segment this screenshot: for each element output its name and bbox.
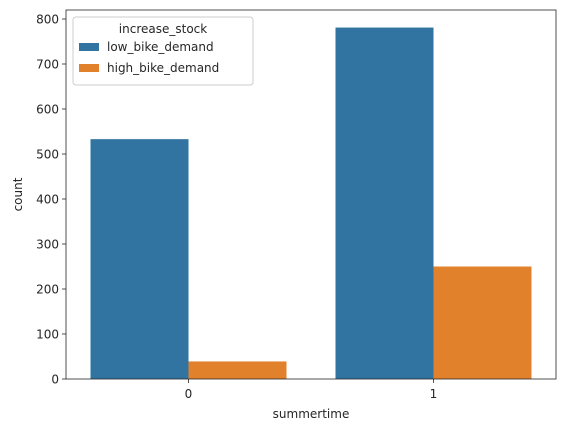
y-tick-label: 300 — [36, 238, 59, 252]
bar-high_bike_demand-1 — [433, 266, 532, 379]
y-tick-label: 800 — [36, 13, 59, 27]
legend-swatch-low_bike_demand — [79, 43, 99, 51]
y-tick-label: 500 — [36, 148, 59, 162]
legend-label-high_bike_demand: high_bike_demand — [107, 61, 219, 75]
legend-box — [72, 16, 254, 86]
legend-title: increase_stock — [119, 22, 207, 36]
plot-frame — [65, 9, 557, 380]
y-tick-label: 200 — [36, 283, 59, 297]
legend: increase_stock low_bike_demand high_bike_… — [72, 16, 254, 86]
bar-low_bike_demand-0 — [90, 139, 189, 379]
y-axis: 0 100 200 300 400 500 600 700 800 — [36, 13, 66, 387]
legend-swatch-high_bike_demand — [79, 64, 99, 72]
y-tick-label: 0 — [51, 373, 59, 387]
bars-layer — [90, 27, 532, 380]
legend-items: low_bike_demand high_bike_demand — [79, 40, 219, 75]
bar-low_bike_demand-1 — [335, 27, 434, 380]
x-tick-label: 0 — [185, 387, 193, 401]
y-tick-label: 700 — [36, 58, 59, 72]
legend-label-low_bike_demand: low_bike_demand — [107, 40, 214, 54]
y-tick-label: 600 — [36, 103, 59, 117]
x-axis-label: summertime — [273, 407, 350, 421]
y-axis-label: count — [11, 177, 25, 211]
y-tick-label: 100 — [36, 328, 59, 342]
y-tick-label: 400 — [36, 193, 59, 207]
bar-high_bike_demand-0 — [188, 361, 287, 379]
x-tick-label: 1 — [430, 387, 438, 401]
